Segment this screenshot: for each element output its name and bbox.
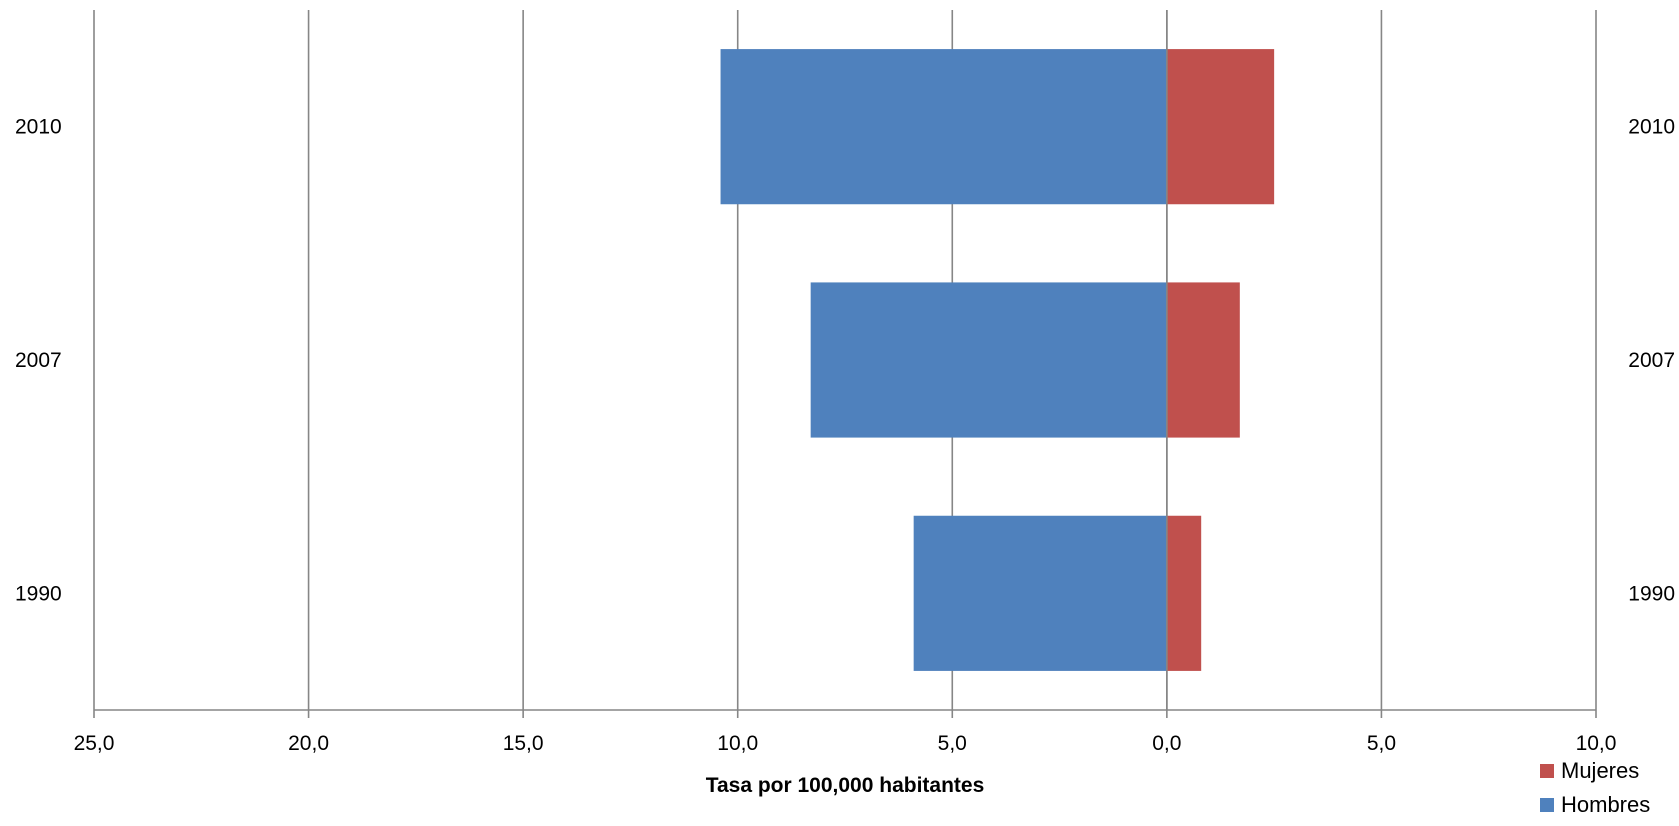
legend-label-mujeres: Mujeres (1561, 758, 1639, 783)
bars (720, 10, 1275, 710)
category-label-right: 1990 (1628, 582, 1675, 605)
legend-swatch-mujeres (1540, 764, 1554, 778)
category-labels-left: 2010 2007 1990 (15, 116, 62, 606)
x-tick-label: 5,0 (1367, 732, 1396, 755)
bar-hombres-2010 (720, 49, 1167, 205)
x-tick-label: 10,0 (1576, 732, 1617, 755)
legend-swatch-hombres (1540, 798, 1554, 812)
x-tick-label: 20,0 (288, 732, 329, 755)
x-tick-label: 0,0 (1152, 732, 1181, 755)
category-label-left: 2007 (15, 349, 62, 372)
bar-mujeres-2007 (1166, 282, 1240, 438)
bar-mujeres-1990 (1166, 515, 1202, 671)
bar-mujeres-2010 (1166, 49, 1275, 205)
bar-hombres-2007 (810, 282, 1167, 438)
category-labels-right: 2010 2007 1990 (1628, 116, 1675, 606)
x-axis-title: Tasa por 100,000 habitantes (706, 774, 985, 797)
category-label-right: 2010 (1628, 116, 1675, 139)
x-axis (93, 709, 1597, 718)
category-label-right: 2007 (1628, 349, 1675, 372)
bar-hombres-1990 (913, 515, 1167, 671)
category-label-left: 2010 (15, 116, 62, 139)
category-label-left: 1990 (15, 582, 62, 605)
x-tick-label: 10,0 (717, 732, 758, 755)
legend-label-hombres: Hombres (1561, 792, 1650, 817)
x-tick-label: 25,0 (74, 732, 115, 755)
x-tick-label: 5,0 (938, 732, 967, 755)
x-tick-label: 15,0 (503, 732, 544, 755)
x-tick-labels: 25,0 20,0 15,0 10,0 5,0 0,0 5,0 10,0 (74, 732, 1617, 755)
legend: Mujeres Hombres (1540, 758, 1650, 817)
